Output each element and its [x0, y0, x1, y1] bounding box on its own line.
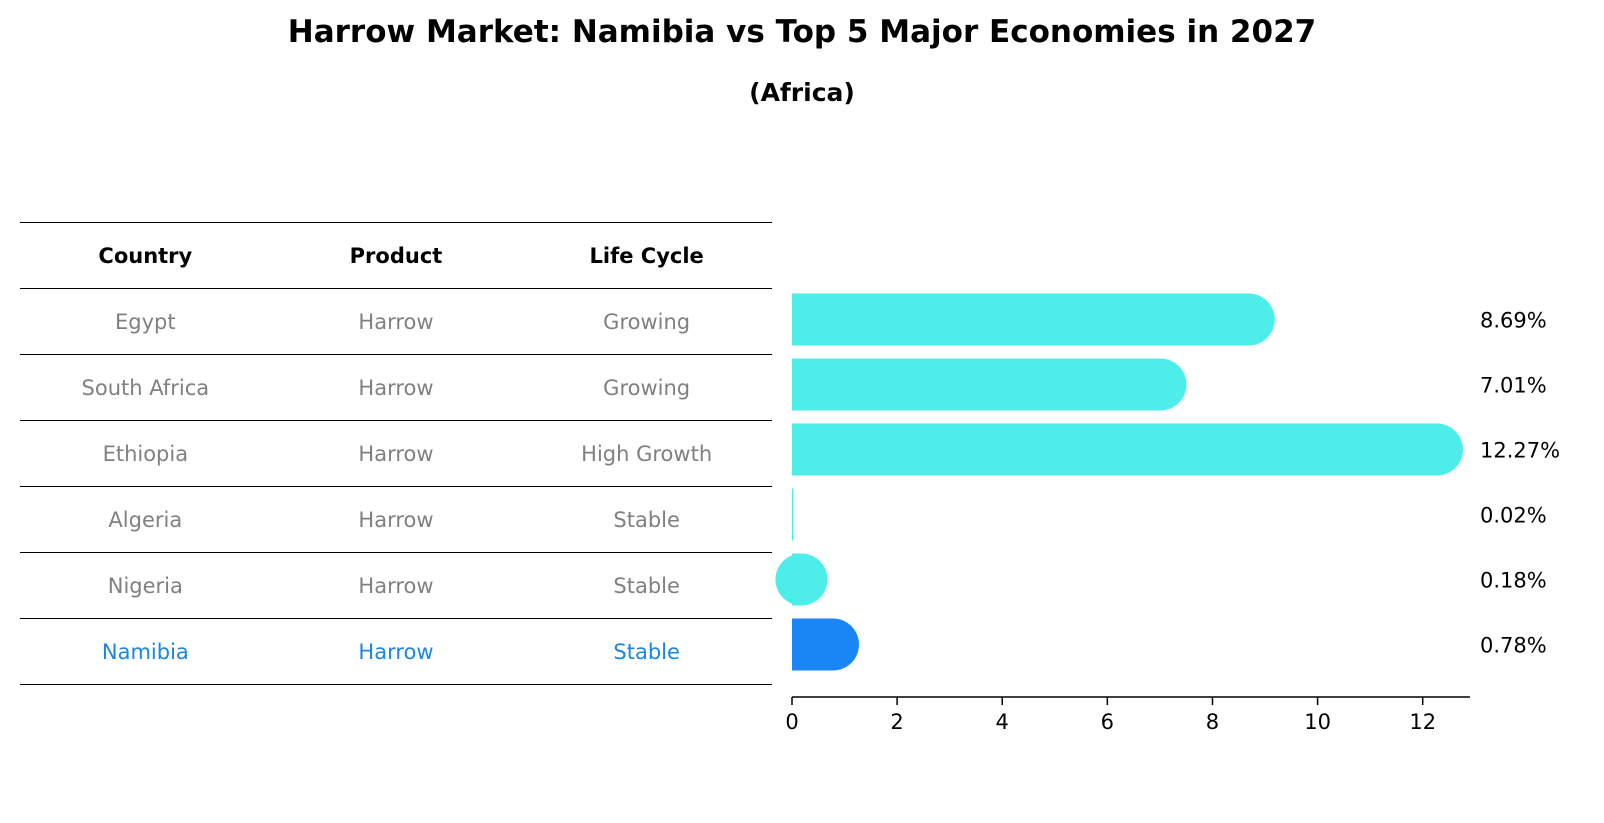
x-tick-label: 12 — [1409, 710, 1436, 734]
bar-egypt — [792, 293, 1249, 346]
cell-product: Harrow — [270, 288, 522, 355]
chart-subtitle: (Africa) — [749, 78, 855, 107]
value-label-namibia: 0.78% — [1480, 634, 1547, 658]
cell-life-cycle: Growing — [521, 354, 772, 421]
value-label-algeria: 0.02% — [1480, 504, 1547, 528]
bar-cap-south-africa — [1134, 358, 1187, 411]
table-row: Algeria Harrow Stable — [20, 486, 772, 553]
table-row: Nigeria Harrow Stable — [20, 552, 772, 619]
cell-life-cycle: Stable — [521, 486, 772, 553]
cell-country: Egypt — [20, 288, 271, 355]
cell-life-cycle: Growing — [521, 288, 772, 355]
header-product: Product — [270, 222, 522, 289]
x-tick-label: 8 — [1206, 710, 1219, 734]
cell-country: Namibia — [20, 618, 271, 685]
cell-country: South Africa — [20, 354, 271, 421]
cell-country: Ethiopia — [20, 420, 271, 487]
value-label-ethiopia: 12.27% — [1480, 439, 1560, 463]
cell-life-cycle: Stable — [521, 618, 772, 685]
cell-product: Harrow — [270, 618, 522, 685]
x-tick-label: 4 — [996, 710, 1009, 734]
cell-product: Harrow — [270, 420, 522, 487]
bar-south-africa — [792, 358, 1161, 411]
table-row: Egypt Harrow Growing — [20, 288, 772, 355]
chart-title: Harrow Market: Namibia vs Top 5 Major Ec… — [287, 14, 1317, 50]
cell-country: Nigeria — [20, 552, 271, 619]
table-header-row: Country Product Life Cycle — [20, 222, 772, 289]
country-table: Country Product Life Cycle Egypt Harrow … — [20, 222, 772, 685]
table-row: South Africa Harrow Growing — [20, 354, 772, 421]
cell-product: Harrow — [270, 486, 522, 553]
cell-product: Harrow — [270, 552, 522, 619]
bar-cap-egypt — [1222, 293, 1275, 346]
bar-cap-nigeria — [775, 553, 828, 606]
cell-life-cycle: Stable — [521, 552, 772, 619]
table-row-highlighted: Namibia Harrow Stable — [20, 618, 772, 685]
bar-algeria — [792, 488, 794, 541]
bar-cap-namibia — [806, 618, 859, 671]
bar-ethiopia — [792, 423, 1437, 476]
bar-cap-ethiopia — [1410, 423, 1463, 476]
x-tick-label: 6 — [1101, 710, 1114, 734]
x-tick-label: 0 — [785, 710, 798, 734]
cell-life-cycle: High Growth — [521, 420, 772, 487]
cell-product: Harrow — [270, 354, 522, 421]
cell-country: Algeria — [20, 486, 271, 553]
x-tick-label: 10 — [1304, 710, 1331, 734]
value-label-south-africa: 7.01% — [1480, 374, 1547, 398]
value-label-nigeria: 0.18% — [1480, 569, 1547, 593]
header-country: Country — [20, 222, 271, 289]
table-row: Ethiopia Harrow High Growth — [20, 420, 772, 487]
x-tick-label: 2 — [890, 710, 903, 734]
value-label-egypt: 8.69% — [1480, 309, 1547, 333]
header-life-cycle: Life Cycle — [521, 222, 772, 289]
